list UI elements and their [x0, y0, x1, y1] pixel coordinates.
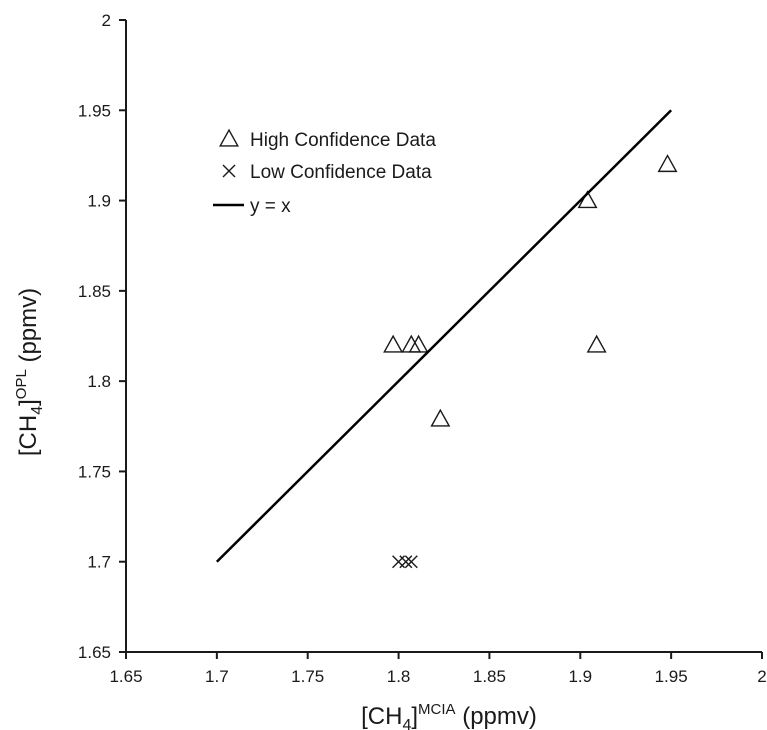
- legend: High Confidence Data Low Confidence Data y…: [213, 128, 436, 217]
- y-axis-title: [CH4]OPL (ppmv): [13, 288, 46, 456]
- high-confidence-point: [657, 154, 678, 173]
- y-tick-label: 1.85: [78, 282, 111, 301]
- high-confidence-point: [408, 334, 429, 353]
- plot-area: [215, 109, 678, 569]
- cross-stroke: [222, 164, 236, 178]
- y-tick-label: 1.7: [87, 553, 111, 572]
- high-confidence-point: [430, 408, 451, 427]
- y-tick-label: 2: [102, 11, 111, 30]
- legend-triangle-marker: [219, 128, 239, 147]
- legend-label: y = x: [250, 196, 291, 217]
- x-tick-label: 1.9: [568, 667, 592, 686]
- y-axis-ticks: 1.65 1.7 1.75 1.8 1.85 1.9 1.95 2: [78, 11, 126, 662]
- legend-label: Low Confidence Data: [250, 162, 432, 183]
- x-axis-title: [CH4]MCIA (ppmv): [361, 701, 537, 730]
- x-tick-label: 1.85: [473, 667, 506, 686]
- x-tick-label: 1.95: [655, 667, 688, 686]
- high-confidence-point: [586, 334, 607, 353]
- cross-stroke: [404, 555, 418, 569]
- legend-label: High Confidence Data: [250, 130, 436, 151]
- axes: [125, 20, 762, 653]
- y-tick-label: 1.65: [78, 643, 111, 662]
- x-axis-ticks: 1.65 1.7 1.75 1.8 1.85 1.9 1.95 2: [109, 652, 767, 686]
- x-tick-label: 1.65: [109, 667, 142, 686]
- y-tick-label: 1.9: [87, 192, 111, 211]
- y-tick-label: 1.75: [78, 462, 111, 481]
- y-tick-label: 1.8: [87, 372, 111, 391]
- high-confidence-point: [577, 190, 598, 209]
- legend-x-marker: [222, 164, 236, 178]
- low-confidence-point: [404, 555, 418, 569]
- cross-stroke: [399, 555, 413, 569]
- x-tick-label: 1.75: [291, 667, 324, 686]
- x-tick-label: 1.8: [387, 667, 411, 686]
- x-tick-label: 1.7: [205, 667, 229, 686]
- low-confidence-point: [399, 555, 413, 569]
- identity-line: [215, 109, 673, 563]
- high-confidence-point: [383, 334, 404, 353]
- y-tick-label: 1.95: [78, 101, 111, 120]
- x-tick-label: 2: [757, 667, 766, 686]
- low-confidence-point: [392, 555, 406, 569]
